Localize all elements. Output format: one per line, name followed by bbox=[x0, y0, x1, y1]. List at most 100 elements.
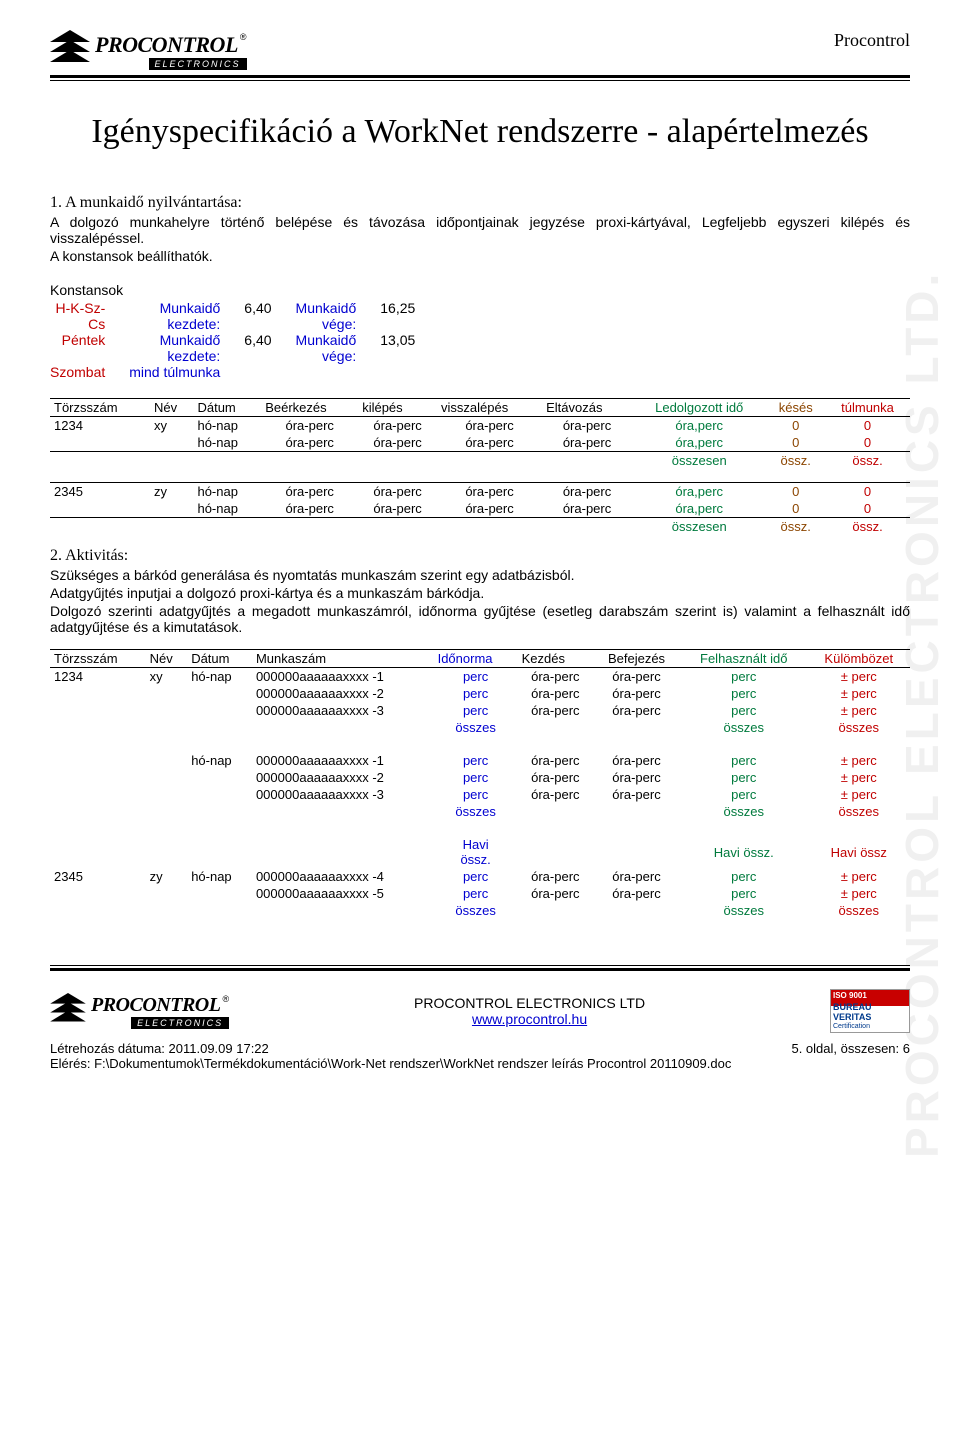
header-rule-thick bbox=[50, 75, 910, 78]
table1-cell: összesen bbox=[632, 518, 766, 536]
table2-cell bbox=[50, 885, 146, 902]
table1-cell: óra-perc bbox=[358, 500, 437, 518]
table1-cell: össz. bbox=[766, 451, 825, 469]
table2-sum: összes bbox=[434, 902, 518, 919]
footer-url[interactable]: www.procontrol.hu bbox=[472, 1011, 587, 1027]
table2-monthly: Haviössz. bbox=[434, 836, 518, 868]
table1-cell: 0 bbox=[825, 500, 910, 518]
table2-th: Befejezés bbox=[593, 650, 680, 668]
table2-cell: óra-perc bbox=[518, 668, 593, 686]
table1-cell: óra-perc bbox=[261, 483, 358, 501]
konst-kezdete-val: 6,40 bbox=[244, 300, 295, 332]
header-logo: PROCONTROL® ELECTRONICS bbox=[50, 30, 247, 71]
table2-monthly-row: Haviössz.Havi össz.Havi össz bbox=[50, 836, 910, 868]
table1-th: késés bbox=[766, 398, 825, 416]
table1-row: 2345zyhó-napóra-percóra-percóra-percóra-… bbox=[50, 483, 910, 501]
table2-cell bbox=[146, 786, 188, 803]
table2-th: Időnorma bbox=[434, 650, 518, 668]
table1-cell bbox=[193, 451, 261, 469]
table2-row: 1234xyhó-nap000000aaaaaaxxxx -1percóra-p… bbox=[50, 668, 910, 686]
konst-label: Konstansok bbox=[50, 282, 910, 298]
table2-cell: hó-nap bbox=[187, 752, 252, 769]
table2-sum-row: összesösszesösszes bbox=[50, 902, 910, 919]
table2-cell: perc bbox=[680, 685, 808, 702]
table2-cell: perc bbox=[680, 868, 808, 885]
table2-cell: perc bbox=[434, 868, 518, 885]
table1-cell: össz. bbox=[825, 451, 910, 469]
konst-row: H-K-Sz-CsMunkaidőkezdete:6,40Munkaidővég… bbox=[50, 300, 439, 332]
table2-th: Külömbözet bbox=[808, 650, 910, 668]
table2-th: Munkaszám bbox=[252, 650, 434, 668]
table2-monthly: Havi össz. bbox=[680, 836, 808, 868]
table2-cell bbox=[146, 685, 188, 702]
footer-path: Elérés: F:\Dokumentumok\Termékdokumentác… bbox=[50, 1056, 910, 1071]
table2-cell: perc bbox=[434, 668, 518, 686]
table2-cell: 000000aaaaaaxxxx -5 bbox=[252, 885, 434, 902]
table2-th: Dátum bbox=[187, 650, 252, 668]
table1-cell: óra-perc bbox=[542, 434, 632, 452]
footer-rule-thin bbox=[50, 965, 910, 966]
footer-company: PROCONTROL ELECTRONICS LTD bbox=[229, 995, 830, 1011]
table2-cell: ± perc bbox=[808, 702, 910, 719]
table1-cell: óra-perc bbox=[437, 416, 542, 434]
table2-cell: óra-perc bbox=[593, 769, 680, 786]
table2-cell: perc bbox=[680, 668, 808, 686]
table1-cell bbox=[50, 500, 150, 518]
table2-cell: 000000aaaaaaxxxx -2 bbox=[252, 685, 434, 702]
table2-cell: zy bbox=[146, 868, 188, 885]
konst-vege-val: 16,25 bbox=[380, 300, 439, 332]
table1-cell bbox=[150, 500, 193, 518]
table1-row: 1234xyhó-napóra-percóra-percóra-percóra-… bbox=[50, 416, 910, 434]
registered-icon: ® bbox=[240, 32, 247, 42]
table2-sum-row: összesösszesösszes bbox=[50, 719, 910, 736]
table1-cell: össz. bbox=[766, 518, 825, 536]
footer-rule-thick bbox=[50, 968, 910, 971]
table1-th: Ledolgozott idő bbox=[632, 398, 766, 416]
konst-day: Péntek bbox=[50, 332, 129, 364]
table2-cell: 000000aaaaaaxxxx -3 bbox=[252, 786, 434, 803]
konst-day: Szombat bbox=[50, 364, 129, 380]
table1-th: Beérkezés bbox=[261, 398, 358, 416]
table2-sum: összes bbox=[434, 719, 518, 736]
footer: PROCONTROL® ELECTRONICS PROCONTROL ELECT… bbox=[50, 965, 910, 1071]
table2-sum: összes bbox=[680, 803, 808, 820]
table2-cell: perc bbox=[434, 752, 518, 769]
table1-cell: óra,perc bbox=[632, 434, 766, 452]
table2-cell: ± perc bbox=[808, 668, 910, 686]
konst-kezdete-label: Munkaidőkezdete: bbox=[129, 300, 244, 332]
table2-cell: 000000aaaaaaxxxx -3 bbox=[252, 702, 434, 719]
table1-th: Törzsszám bbox=[50, 398, 150, 416]
table2-sum-row: összesösszesösszes bbox=[50, 803, 910, 820]
table1-th: túlmunka bbox=[825, 398, 910, 416]
konst-vege-label bbox=[296, 364, 381, 380]
table1-cell: óra-perc bbox=[358, 483, 437, 501]
table1-cell: óra-perc bbox=[358, 434, 437, 452]
table2-cell: óra-perc bbox=[593, 702, 680, 719]
section1-p2: A konstansok beállíthatók. bbox=[50, 248, 910, 264]
table2-row: 000000aaaaaaxxxx -3percóra-percóra-percp… bbox=[50, 702, 910, 719]
table2-cell: perc bbox=[434, 702, 518, 719]
table1-cell: 0 bbox=[766, 416, 825, 434]
page-header: PROCONTROL® ELECTRONICS Procontrol bbox=[50, 30, 910, 71]
table2-cell: perc bbox=[434, 786, 518, 803]
table1-cell bbox=[150, 518, 193, 536]
konst-kezdete-val bbox=[244, 364, 295, 380]
table2-cell bbox=[50, 702, 146, 719]
logo-triangle-icon bbox=[50, 993, 86, 1030]
section2-p3: Dolgozó szerinti adatgyűjtés a megadott … bbox=[50, 603, 910, 635]
konst-table: H-K-Sz-CsMunkaidőkezdete:6,40Munkaidővég… bbox=[50, 300, 439, 380]
table1-cell bbox=[358, 518, 437, 536]
cert-badge: ISO 9001 BUREAU VERITAS Certification bbox=[830, 989, 910, 1033]
table2-cell: 000000aaaaaaxxxx -1 bbox=[252, 668, 434, 686]
table2-cell: 000000aaaaaaxxxx -2 bbox=[252, 769, 434, 786]
table2-cell: ± perc bbox=[808, 685, 910, 702]
table2-cell bbox=[146, 752, 188, 769]
table1-cell: 0 bbox=[766, 483, 825, 501]
table1-cell: óra-perc bbox=[542, 416, 632, 434]
table1-cell: xy bbox=[150, 416, 193, 434]
table2-cell bbox=[50, 786, 146, 803]
table2-cell: óra-perc bbox=[593, 885, 680, 902]
table1-cell: össz. bbox=[825, 518, 910, 536]
table2-cell: perc bbox=[434, 885, 518, 902]
section1-p1: A dolgozó munkahelyre történő belépése é… bbox=[50, 214, 910, 246]
